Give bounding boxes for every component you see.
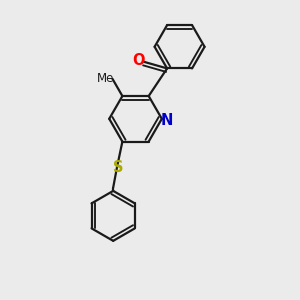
Text: S: S <box>113 160 124 175</box>
Text: O: O <box>132 53 144 68</box>
Text: N: N <box>161 113 173 128</box>
Text: Me: Me <box>97 72 115 85</box>
